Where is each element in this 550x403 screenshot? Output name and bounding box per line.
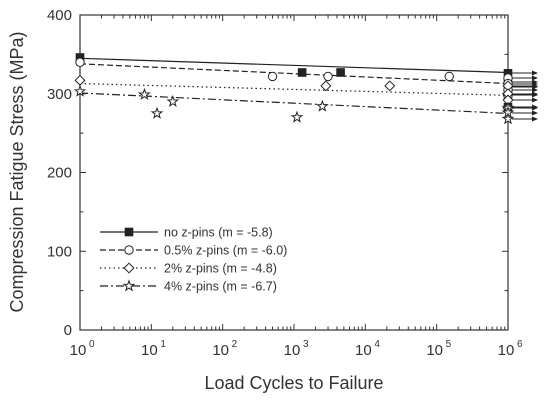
marker-open-star (501, 112, 515, 125)
x-tick-exponent: 0 (89, 339, 95, 350)
legend-label: 0.5% z-pins (m = -6.0) (164, 244, 287, 258)
runout-arrows (512, 70, 538, 122)
runout-arrow-head (532, 110, 538, 116)
y-tick-labels: 0 100 200 300 400 (47, 7, 72, 339)
y-axis-title: Compression Fatigue Stress (MPa) (7, 31, 27, 312)
fit-lines (79, 57, 509, 115)
x-tick-label: 10 (70, 342, 87, 359)
marker-open-star (316, 99, 329, 112)
fit-line-series-3 (79, 82, 509, 96)
y-tick-label: 200 (47, 165, 72, 182)
data-markers (73, 53, 515, 125)
runout-arrow-head (532, 116, 538, 122)
marker-open-diamond (123, 262, 135, 274)
marker-filled-square (336, 68, 345, 77)
x-axis-title: Load Cycles to Failure (204, 373, 383, 393)
x-tick-exponent: 5 (446, 339, 452, 350)
legend-label: 4% z-pins (m = -6.7) (164, 280, 277, 294)
runout-arrow-head (532, 87, 538, 93)
x-tick-label: 10 (355, 342, 372, 359)
x-tick-label: 10 (212, 342, 229, 359)
x-tick-exponent: 2 (232, 339, 238, 350)
x-tick-label: 10 (284, 342, 301, 359)
marker-filled-square (297, 68, 307, 77)
runout-arrow-head (532, 70, 538, 76)
runout-arrow-head (532, 105, 538, 111)
legend-label: no z-pins (m = -5.8) (164, 226, 273, 240)
legend-label: 2% z-pins (m = -4.8) (164, 262, 277, 276)
marker-open-diamond (320, 80, 332, 92)
runout-arrow-head (532, 97, 538, 103)
x-tick-exponent: 3 (303, 339, 309, 350)
marker-open-circle (75, 57, 85, 67)
y-tick-label: 400 (47, 7, 72, 24)
marker-open-star (122, 279, 136, 292)
x-tick-exponent: 6 (517, 339, 523, 350)
marker-open-star (166, 94, 180, 108)
marker-open-diamond (384, 80, 396, 92)
runout-arrow-head (532, 92, 538, 98)
marker-open-circle (124, 245, 134, 255)
runout-arrow-head (532, 75, 538, 81)
x-tick-exponent: 1 (160, 339, 166, 350)
y-tick-label: 100 (47, 243, 72, 260)
y-tick-label: 300 (47, 86, 72, 103)
x-tick-label: 10 (141, 342, 158, 359)
marker-open-star (150, 106, 164, 119)
x-tick-exponent: 4 (374, 339, 380, 350)
plot-area (79, 14, 509, 331)
fit-line-series-1 (79, 57, 509, 74)
marker-filled-square (124, 227, 134, 237)
marker-open-circle (444, 71, 454, 82)
y-tick-label: 0 (64, 322, 72, 339)
marker-open-circle (267, 71, 278, 82)
fit-line-series-2 (79, 63, 509, 85)
x-tick-label: 10 (426, 342, 443, 359)
fit-line-series-4 (79, 92, 509, 115)
marker-open-circle (323, 71, 333, 82)
x-tick-labels: 10 0 10 1 10 2 10 3 10 4 10 5 10 6 (70, 339, 523, 359)
legend: no z-pins (m = -5.8) 0.5% z-pins (m = -6.… (100, 226, 287, 294)
x-tick-label: 10 (498, 342, 515, 359)
marker-open-diamond (74, 74, 86, 86)
marker-open-star (138, 87, 151, 100)
marker-open-star (290, 110, 304, 123)
axes-ticks (79, 14, 509, 331)
marker-open-star (73, 84, 87, 97)
